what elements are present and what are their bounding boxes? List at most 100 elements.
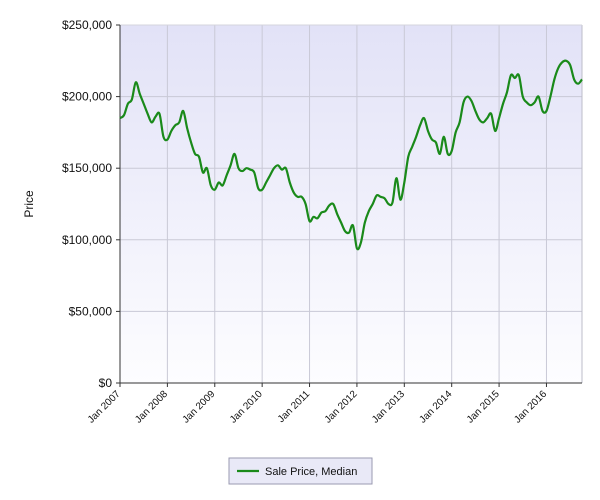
data-point bbox=[481, 120, 486, 125]
data-point bbox=[169, 128, 174, 133]
data-point bbox=[418, 123, 423, 128]
data-point bbox=[556, 65, 561, 70]
y-axis-ticks: $0 $50,000 $100,000 $150,000 $200,000 $250,00… bbox=[62, 18, 120, 390]
data-point bbox=[220, 183, 225, 188]
data-point bbox=[422, 116, 427, 121]
data-point bbox=[331, 202, 336, 207]
data-point bbox=[465, 94, 470, 99]
data-point bbox=[457, 120, 462, 125]
data-point bbox=[133, 80, 138, 85]
x-tick-label: Jan 2013 bbox=[370, 388, 407, 425]
data-point bbox=[370, 202, 375, 207]
data-point bbox=[406, 154, 411, 159]
data-point bbox=[453, 130, 458, 135]
data-point bbox=[165, 137, 170, 142]
data-point bbox=[177, 120, 182, 125]
data-point bbox=[307, 219, 312, 224]
data-point bbox=[291, 190, 296, 195]
data-point bbox=[185, 126, 190, 131]
data-point bbox=[212, 187, 217, 192]
x-tick-label: Jan 2010 bbox=[228, 388, 265, 425]
y-axis-title: Price bbox=[22, 190, 36, 218]
data-point bbox=[224, 173, 229, 178]
x-tick-label: Jan 2009 bbox=[181, 388, 218, 425]
data-point bbox=[441, 134, 446, 139]
data-point bbox=[350, 223, 355, 228]
data-point bbox=[501, 101, 506, 106]
data-point bbox=[275, 163, 280, 168]
legend-label-sale-price-median: Sale Price, Median bbox=[265, 466, 357, 478]
plot-background bbox=[120, 25, 582, 383]
data-point bbox=[461, 100, 466, 105]
data-point bbox=[299, 194, 304, 199]
data-point bbox=[580, 77, 585, 82]
data-point bbox=[208, 183, 213, 188]
series-layer bbox=[119, 58, 585, 251]
data-point bbox=[473, 108, 478, 113]
data-point bbox=[497, 116, 502, 121]
data-point bbox=[366, 209, 371, 214]
data-point bbox=[552, 77, 557, 82]
axes bbox=[119, 24, 583, 384]
data-point bbox=[228, 163, 233, 168]
data-point bbox=[469, 98, 474, 103]
data-point bbox=[264, 180, 269, 185]
data-point bbox=[362, 220, 367, 225]
x-tick-label: Jan 2014 bbox=[418, 388, 455, 425]
data-point bbox=[335, 212, 340, 217]
x-tick-label: Jan 2012 bbox=[323, 388, 360, 425]
data-point bbox=[252, 170, 257, 175]
data-point bbox=[390, 200, 395, 205]
grid-lines bbox=[119, 24, 582, 384]
x-tick-label: Jan 2007 bbox=[86, 388, 123, 425]
data-point bbox=[485, 116, 490, 121]
y-tick-label: $50,000 bbox=[69, 304, 113, 318]
data-point bbox=[544, 108, 549, 113]
x-tick-label: Jan 2011 bbox=[276, 388, 313, 425]
data-point bbox=[568, 63, 573, 68]
data-point bbox=[382, 196, 387, 201]
data-point bbox=[323, 209, 328, 214]
x-tick-label: Jan 2015 bbox=[465, 388, 502, 425]
data-point bbox=[426, 128, 431, 133]
plot-area bbox=[120, 25, 582, 383]
data-point bbox=[536, 94, 541, 99]
data-point bbox=[520, 94, 525, 99]
data-point bbox=[196, 154, 201, 159]
data-point bbox=[121, 113, 126, 118]
data-point bbox=[189, 140, 194, 145]
data-point bbox=[504, 90, 509, 95]
data-point bbox=[532, 100, 537, 105]
x-tick-label: Jan 2016 bbox=[512, 388, 549, 425]
x-tick-label: Jan 2008 bbox=[133, 388, 170, 425]
legend[interactable]: Sale Price, Median bbox=[228, 457, 373, 485]
data-point bbox=[489, 111, 494, 116]
data-point bbox=[268, 173, 273, 178]
data-point bbox=[516, 73, 521, 78]
y-tick-label: $0 bbox=[99, 376, 113, 390]
data-point bbox=[433, 140, 438, 145]
data-point bbox=[287, 180, 292, 185]
data-point bbox=[181, 108, 186, 113]
data-point bbox=[141, 101, 146, 106]
data-point bbox=[283, 166, 288, 171]
y-tick-label: $200,000 bbox=[62, 90, 112, 104]
data-point bbox=[125, 101, 130, 106]
data-point bbox=[129, 97, 134, 102]
data-point bbox=[394, 176, 399, 181]
data-point bbox=[402, 180, 407, 185]
data-point bbox=[145, 111, 150, 116]
data-point bbox=[576, 81, 581, 86]
series-line-sale-price-median bbox=[119, 59, 583, 251]
data-point bbox=[137, 91, 142, 96]
data-point bbox=[315, 216, 320, 221]
data-point bbox=[339, 220, 344, 225]
data-point bbox=[303, 202, 308, 207]
data-point bbox=[548, 94, 553, 99]
data-point bbox=[232, 151, 237, 156]
data-point bbox=[200, 170, 205, 175]
data-point bbox=[347, 230, 352, 235]
data-point bbox=[564, 58, 569, 63]
